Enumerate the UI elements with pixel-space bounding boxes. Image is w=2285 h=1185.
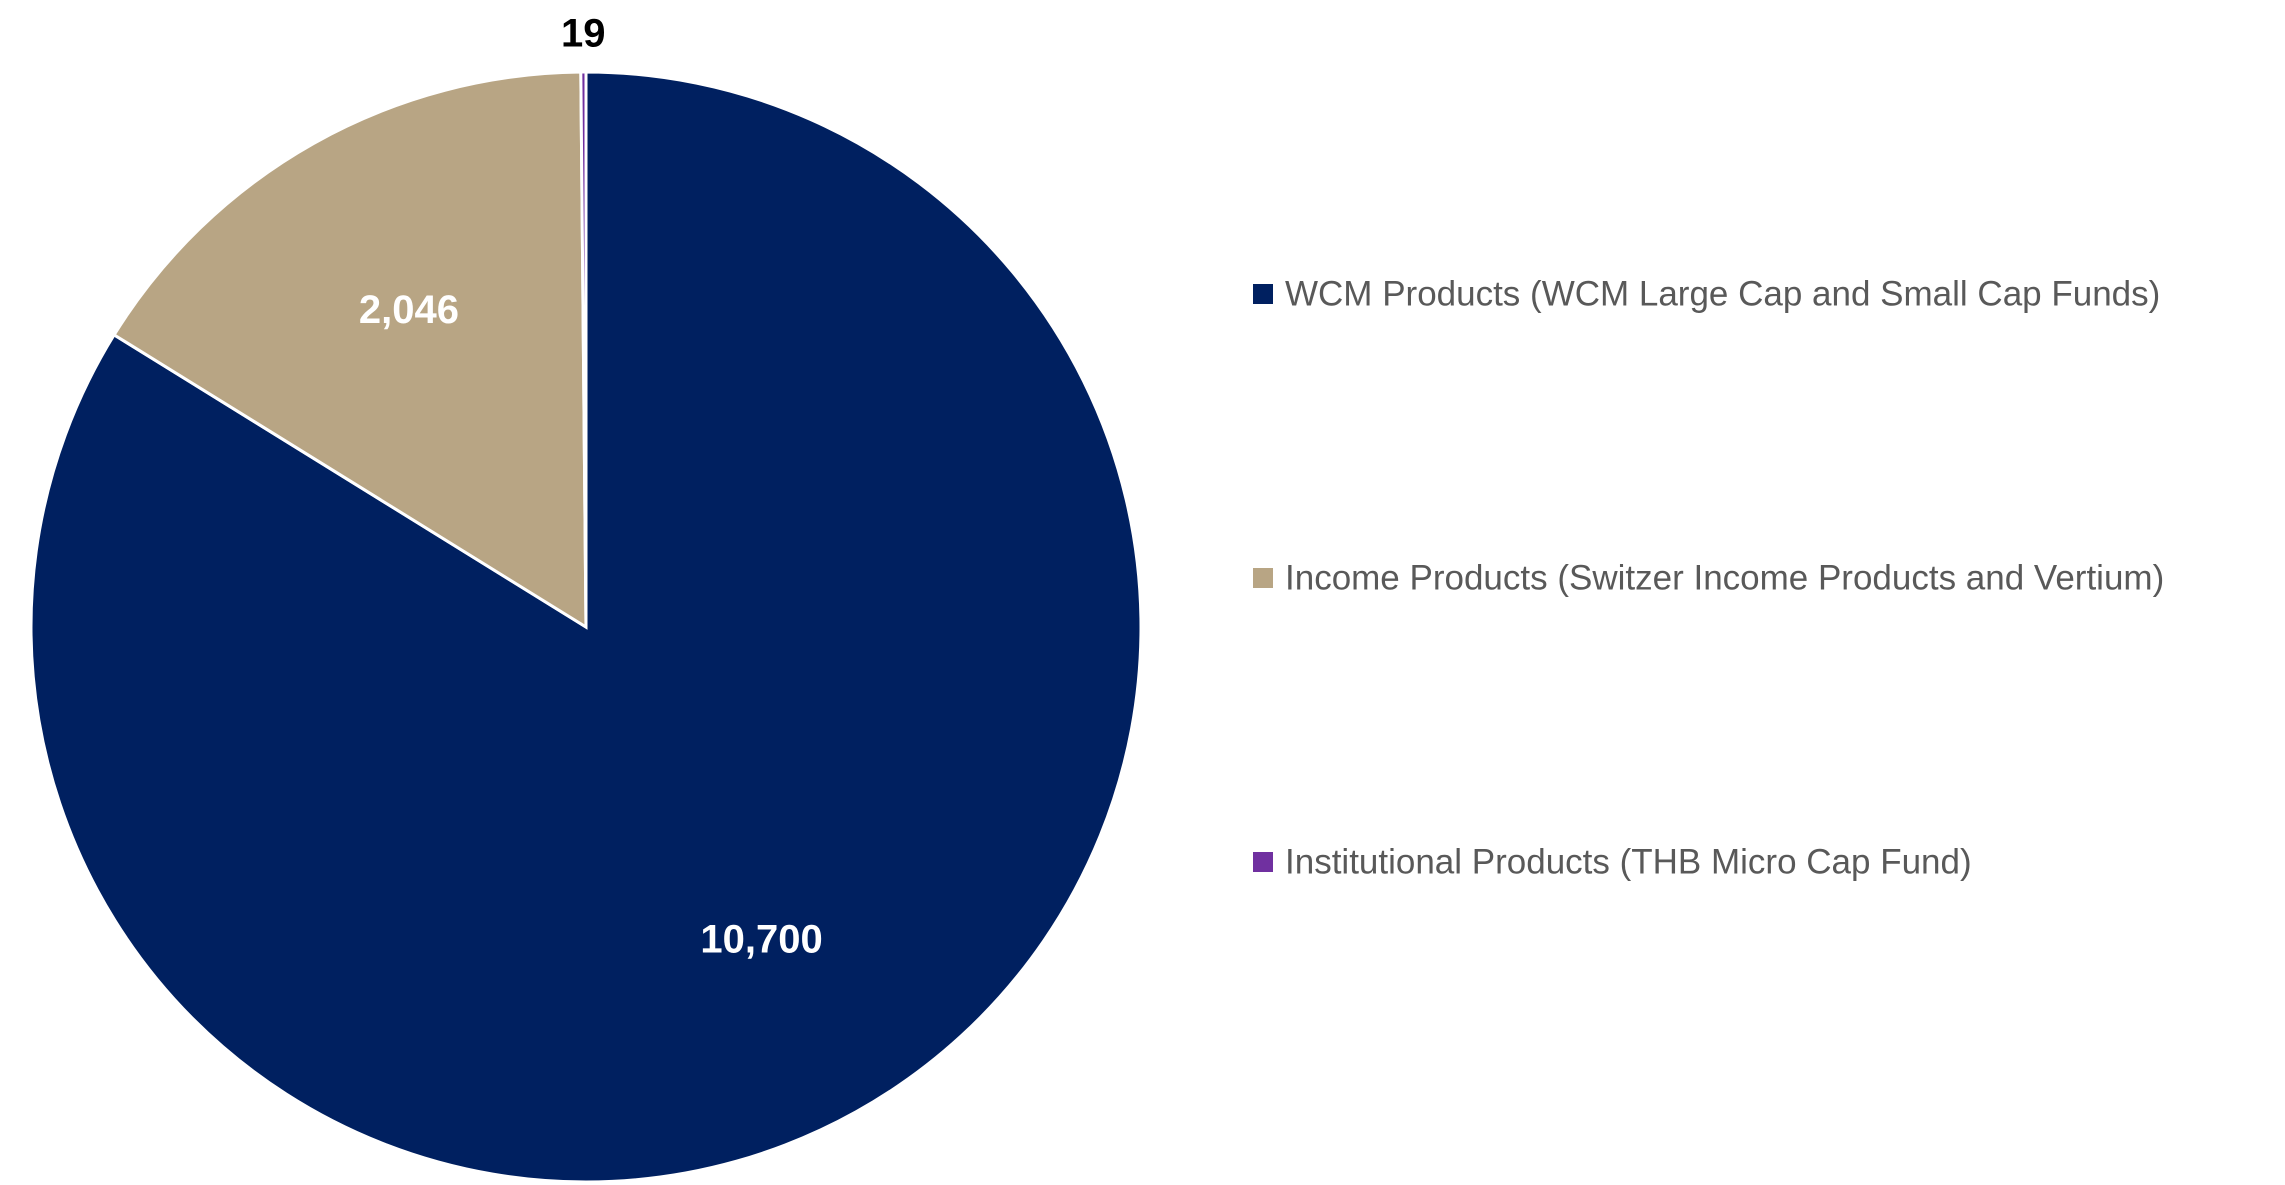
pie-slice [579,70,588,628]
data-label: 10,700 [700,918,822,962]
legend-swatch [1253,852,1273,872]
legend-label: Institutional Products (THB Micro Cap Fu… [1285,842,1972,881]
legend-label: Income Products (Switzer Income Products… [1285,558,2164,597]
data-label: 2,046 [359,288,459,332]
data-label: 19 [561,12,606,56]
legend-swatch [1253,284,1273,304]
pie-slice [112,70,588,630]
legend-swatch [1253,568,1273,588]
legend-label: WCM Products (WCM Large Cap and Small Ca… [1285,274,2160,313]
